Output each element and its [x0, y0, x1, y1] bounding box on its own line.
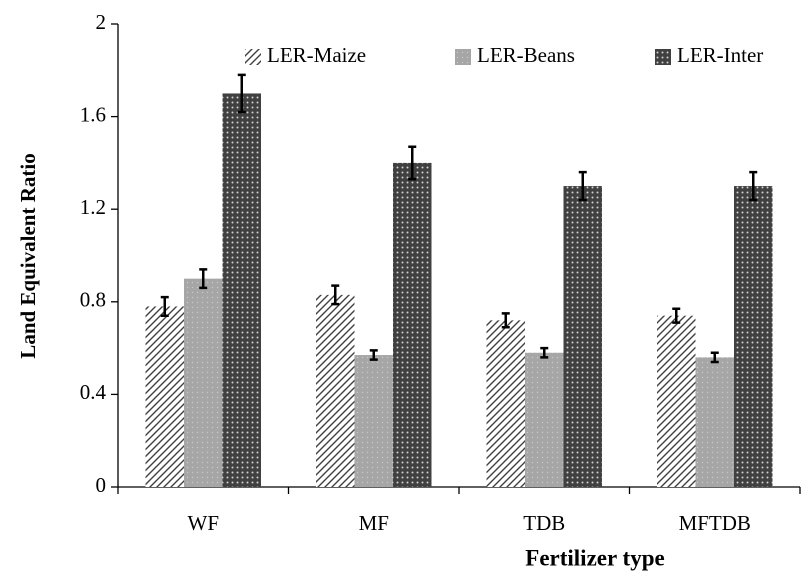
y-tick-label: 0.4	[80, 380, 107, 404]
error-bar	[199, 268, 208, 290]
legend-swatch	[245, 49, 261, 65]
error-bar	[369, 349, 378, 361]
bar	[734, 186, 773, 488]
y-axis-label: Land Equivalent Ratio	[16, 153, 40, 358]
bar	[657, 315, 696, 487]
bar	[695, 357, 734, 487]
error-bar	[540, 346, 549, 359]
bar	[354, 355, 393, 487]
legend-label: LER-Beans	[477, 43, 575, 67]
y-tick-label: 1.2	[80, 195, 106, 219]
y-tick-label: 0.8	[80, 288, 106, 312]
error-bar	[710, 351, 719, 364]
legend-swatch	[455, 49, 471, 65]
error-bar	[501, 312, 510, 329]
error-bar	[672, 307, 681, 324]
error-bar	[749, 170, 758, 202]
bar	[486, 320, 525, 487]
y-tick-label: 0	[96, 473, 107, 497]
error-bar	[237, 73, 246, 114]
x-tick-label: TDB	[523, 511, 565, 535]
legend-label: LER-Maize	[267, 43, 366, 67]
y-tick-label: 2	[96, 10, 107, 34]
error-bar	[578, 170, 587, 202]
x-tick-label: WF	[188, 511, 220, 535]
bar	[316, 294, 355, 487]
bar	[525, 352, 564, 487]
x-tick-label: MF	[359, 511, 389, 535]
bar	[145, 306, 184, 487]
error-bar	[331, 284, 340, 306]
legend-swatch	[655, 49, 671, 65]
error-bar	[408, 145, 417, 181]
bar	[563, 186, 602, 488]
x-axis-label: Fertilizer type	[525, 545, 664, 570]
bar	[222, 93, 261, 487]
legend-label: LER-Inter	[677, 43, 763, 67]
bar	[393, 162, 432, 487]
error-bar	[160, 295, 169, 317]
bar	[184, 278, 223, 487]
y-tick-label: 1.6	[80, 102, 106, 126]
x-tick-label: MFTDB	[679, 511, 751, 535]
